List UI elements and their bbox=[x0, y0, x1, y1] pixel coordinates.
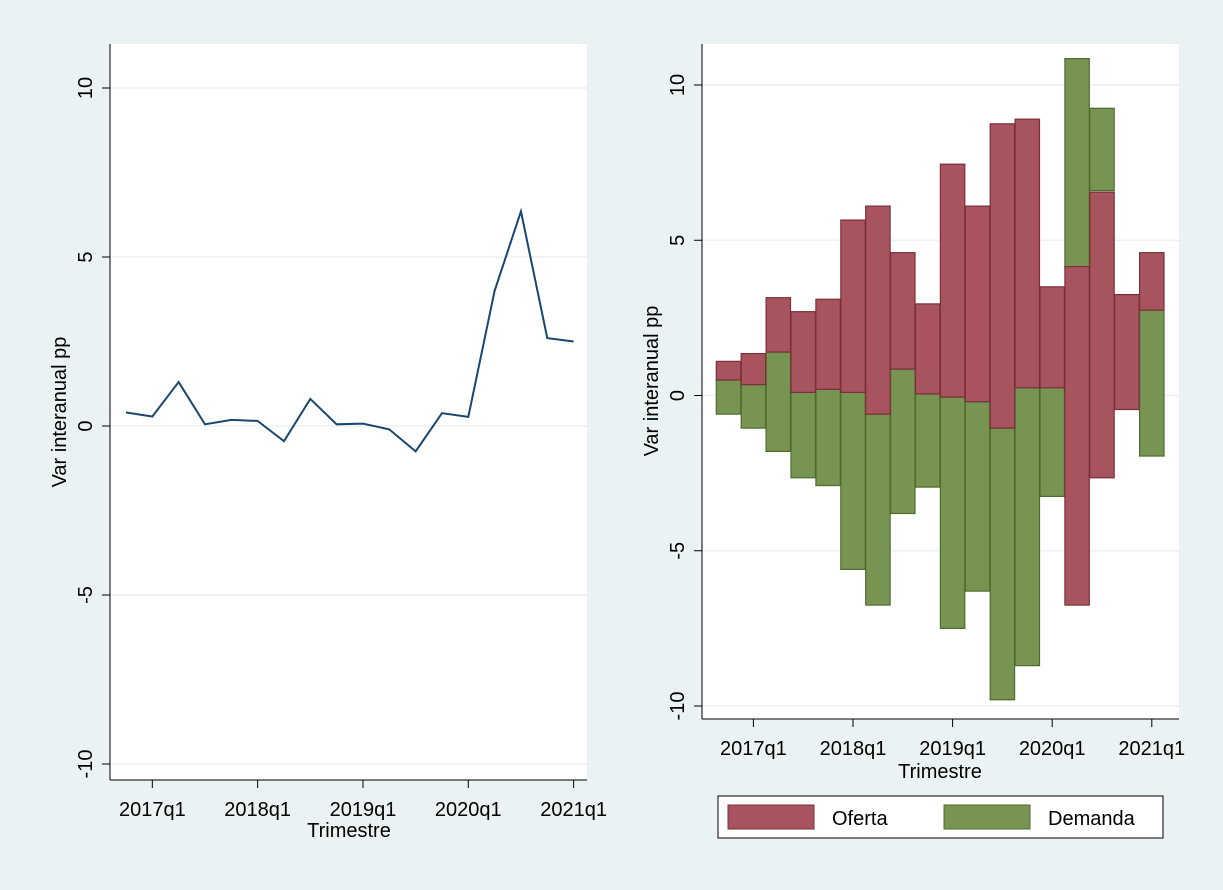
bar-oferta bbox=[1014, 118, 1041, 389]
legend-swatch-oferta bbox=[727, 804, 815, 830]
bar-oferta bbox=[889, 252, 916, 370]
bar-demanda bbox=[1089, 107, 1115, 192]
bar-demanda bbox=[765, 351, 792, 452]
bar-oferta bbox=[1039, 286, 1065, 389]
bar-oferta bbox=[715, 360, 742, 381]
bar-demanda bbox=[840, 391, 866, 570]
line-x-tick-label: 2020q1 bbox=[435, 799, 502, 821]
bar-demanda bbox=[1138, 309, 1165, 457]
bar-demanda bbox=[914, 393, 941, 488]
line-y-tick-label: -10 bbox=[75, 750, 97, 779]
line-y-tick-label: 5 bbox=[75, 251, 97, 262]
bar-x-axis-label: Trimestre bbox=[898, 761, 982, 783]
bar-legend: Oferta Demanda bbox=[717, 795, 1164, 839]
line-plot-area bbox=[110, 44, 587, 780]
line-x-axis-label: Trimestre bbox=[307, 820, 391, 842]
line-x-tick-label: 2021q1 bbox=[540, 799, 607, 821]
bar-oferta bbox=[740, 352, 767, 386]
bar-x-tick-label: 2021q1 bbox=[1118, 738, 1185, 760]
bar-y-tick-label: -5 bbox=[667, 542, 689, 560]
bar-oferta bbox=[1089, 191, 1115, 479]
line-x-tick-label: 2018q1 bbox=[224, 799, 291, 821]
line-axes: 10 5 0 -5 -10 2017q1 2018q1 2019q1 2020q1 2021q1 bbox=[75, 44, 607, 821]
line-series bbox=[125, 207, 574, 453]
bar-y-tick-label: 0 bbox=[667, 390, 689, 401]
line-y-tick-label: 0 bbox=[75, 420, 97, 431]
line-y-tick-label: 10 bbox=[75, 77, 97, 99]
bar-demanda bbox=[865, 413, 891, 606]
bar-y-tick-label: 10 bbox=[667, 74, 689, 96]
legend-label-oferta: Oferta bbox=[832, 808, 888, 830]
bar-axes: 10 5 0 -5 -10 2017q1 2018q1 2019q1 2020q1 2021q1 bbox=[667, 44, 1185, 760]
bar-oferta bbox=[1114, 293, 1140, 411]
bar-demanda bbox=[1064, 58, 1090, 269]
bar-x-tick-label: 2019q1 bbox=[919, 738, 986, 760]
bar-demanda bbox=[715, 379, 742, 415]
bar-demanda bbox=[790, 391, 816, 479]
bar-demanda bbox=[889, 368, 916, 515]
bar-oferta bbox=[815, 298, 841, 390]
bar-demanda bbox=[989, 427, 1016, 701]
bar-oferta bbox=[765, 297, 792, 353]
series-line bbox=[125, 207, 574, 453]
bar-demanda bbox=[1039, 387, 1065, 498]
bar-oferta bbox=[1064, 266, 1090, 606]
bar-oferta bbox=[790, 311, 816, 393]
line-x-tick-label: 2017q1 bbox=[119, 799, 186, 821]
bar-y-tick-label: 5 bbox=[667, 235, 689, 246]
line-x-tick-label: 2019q1 bbox=[330, 799, 397, 821]
bar-oferta bbox=[865, 205, 891, 415]
line-y-tick-label: -5 bbox=[75, 586, 97, 604]
bar-demanda bbox=[815, 388, 841, 487]
bar-y-axis-label: Var interanual pp bbox=[641, 306, 663, 457]
bar-x-tick-label: 2017q1 bbox=[720, 738, 787, 760]
legend-label-demanda: Demanda bbox=[1048, 808, 1136, 830]
bar-demanda bbox=[1014, 387, 1041, 667]
bar-oferta bbox=[1138, 252, 1165, 311]
bar-oferta bbox=[989, 123, 1016, 429]
bar-oferta bbox=[914, 303, 941, 395]
bar-x-tick-label: 2020q1 bbox=[1019, 738, 1086, 760]
bar-x-tick-label: 2018q1 bbox=[820, 738, 887, 760]
bar-series bbox=[715, 58, 1165, 701]
bar-demanda bbox=[740, 384, 767, 429]
line-gridlines bbox=[110, 87, 587, 765]
bar-demanda bbox=[939, 396, 966, 629]
legend-swatch-demanda bbox=[943, 804, 1031, 830]
line-y-axis-label: Var interanual pp bbox=[49, 337, 71, 488]
bar-oferta bbox=[939, 163, 966, 398]
bar-demanda bbox=[964, 401, 991, 592]
bar-y-tick-label: -10 bbox=[667, 692, 689, 721]
bar-oferta bbox=[840, 219, 866, 393]
bar-oferta bbox=[964, 205, 991, 403]
